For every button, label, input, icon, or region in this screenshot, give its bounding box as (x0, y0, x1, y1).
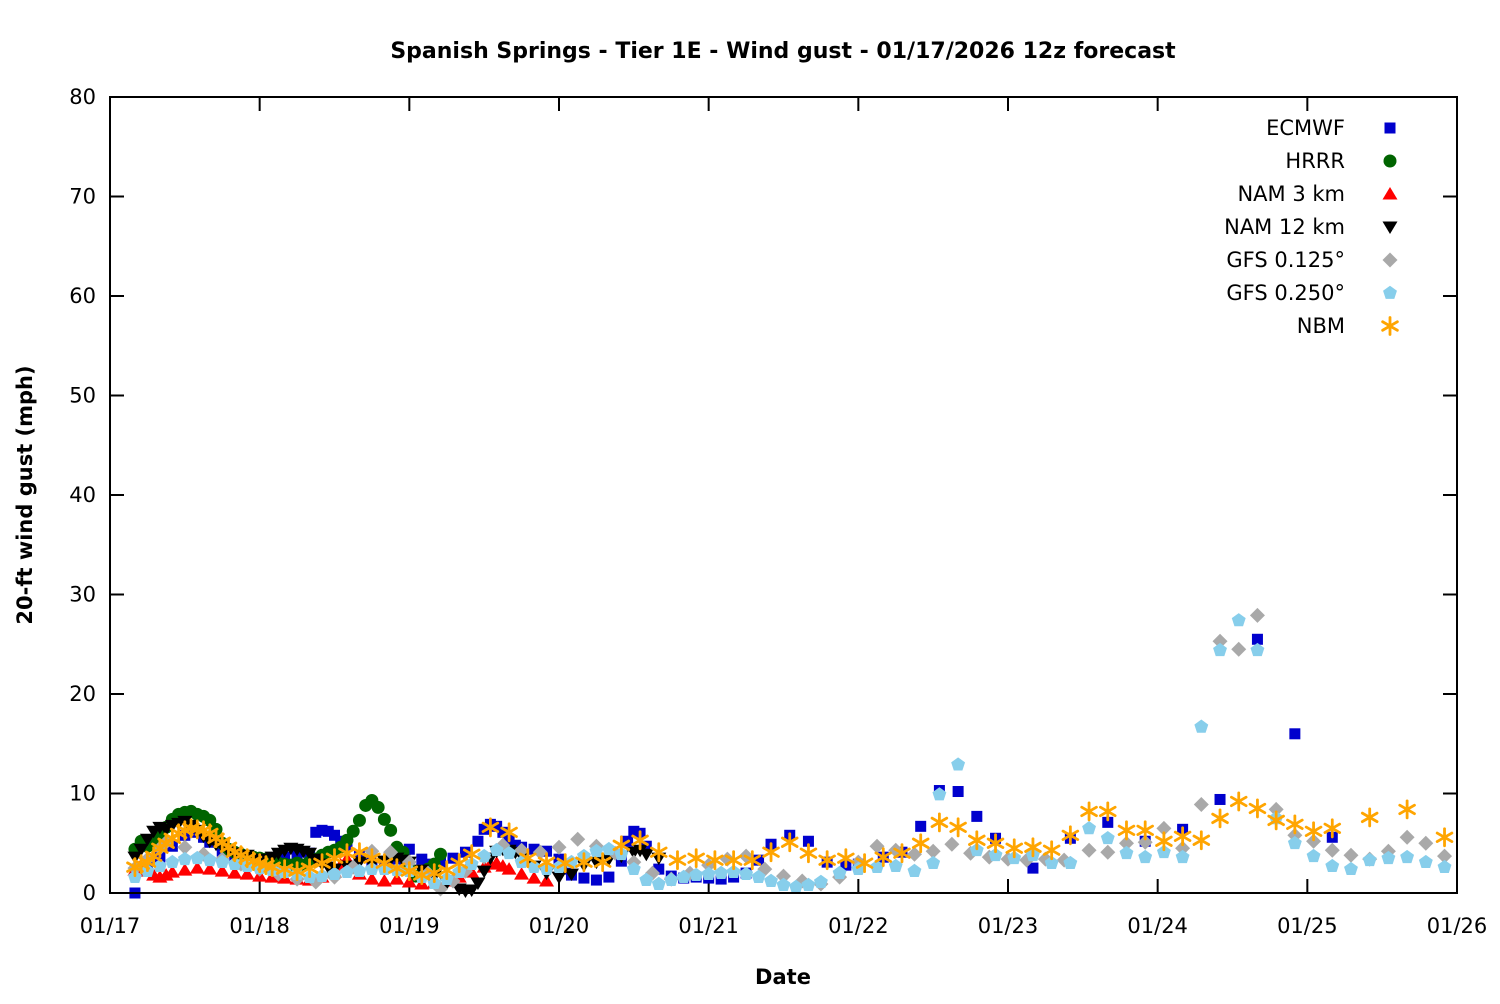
plot-frame (109, 96, 1458, 894)
y-tick-label: 30 (69, 583, 96, 607)
legend-label: GFS 0.125° (1226, 248, 1345, 272)
legend-item-ecmwf: ECMWF (1266, 116, 1396, 140)
triangle-down-icon (1382, 221, 1398, 234)
asterisk-icon (1381, 316, 1399, 336)
x-axis-label: Date (755, 965, 811, 989)
legend-label: NAM 12 km (1224, 215, 1345, 239)
x-tick-label: 01/19 (379, 914, 440, 938)
triangle-up-icon (1382, 187, 1398, 200)
y-axis-ticks: 0 10 20 30 40 50 60 70 80 (69, 85, 1457, 905)
x-tick-label: 01/21 (678, 914, 739, 938)
legend-item-nam-12-km: NAM 12 km (1224, 215, 1398, 239)
y-tick-label: 20 (69, 682, 96, 706)
x-tick-label: 01/25 (1277, 914, 1338, 938)
x-axis-ticks: 01/17 01/18 01/19 01/20 01/21 01/22 01/23 01/24… (80, 97, 1488, 938)
legend-item-nbm: NBM (1297, 314, 1399, 338)
y-tick-label: 50 (69, 384, 96, 408)
y-tick-label: 0 (83, 881, 96, 905)
legend-label: ECMWF (1266, 116, 1345, 140)
series-gfs-0-250- (128, 613, 1452, 893)
chart-title: Spanish Springs - Tier 1E - Wind gust - … (390, 39, 1176, 64)
y-axis-label: 20-ft wind gust (mph) (13, 365, 37, 624)
x-tick-label: 01/20 (529, 914, 590, 938)
circle-icon (1383, 154, 1397, 168)
legend-item-nam-3-km: NAM 3 km (1237, 182, 1398, 206)
x-tick-label: 01/23 (978, 914, 1039, 938)
series-nbm (126, 791, 1454, 885)
y-tick-label: 40 (69, 483, 96, 507)
data-points-layer (126, 607, 1454, 899)
x-tick-label: 01/22 (828, 914, 889, 938)
legend: ECMWF HRRR NAM 3 km NAM 12 km GFS 0.125° GFS … (1224, 116, 1399, 338)
y-tick-label: 80 (69, 85, 96, 109)
x-tick-label: 01/26 (1427, 914, 1488, 938)
y-tick-label: 70 (69, 185, 96, 209)
x-tick-label: 01/17 (80, 914, 141, 938)
legend-item-gfs-0-125-: GFS 0.125° (1226, 248, 1398, 272)
y-tick-label: 60 (69, 284, 96, 308)
legend-label: GFS 0.250° (1226, 281, 1345, 305)
x-tick-label: 01/24 (1127, 914, 1188, 938)
legend-label: HRRR (1285, 149, 1345, 173)
legend-label: NBM (1297, 314, 1345, 338)
legend-item-hrrr: HRRR (1285, 149, 1397, 173)
y-tick-label: 10 (69, 782, 96, 806)
diamond-icon (1382, 252, 1398, 268)
legend-item-gfs-0-250-: GFS 0.250° (1226, 281, 1397, 305)
legend-label: NAM 3 km (1237, 182, 1345, 206)
square-icon (1384, 122, 1396, 134)
x-tick-label: 01/18 (229, 914, 290, 938)
pentagon-icon (1383, 285, 1397, 299)
